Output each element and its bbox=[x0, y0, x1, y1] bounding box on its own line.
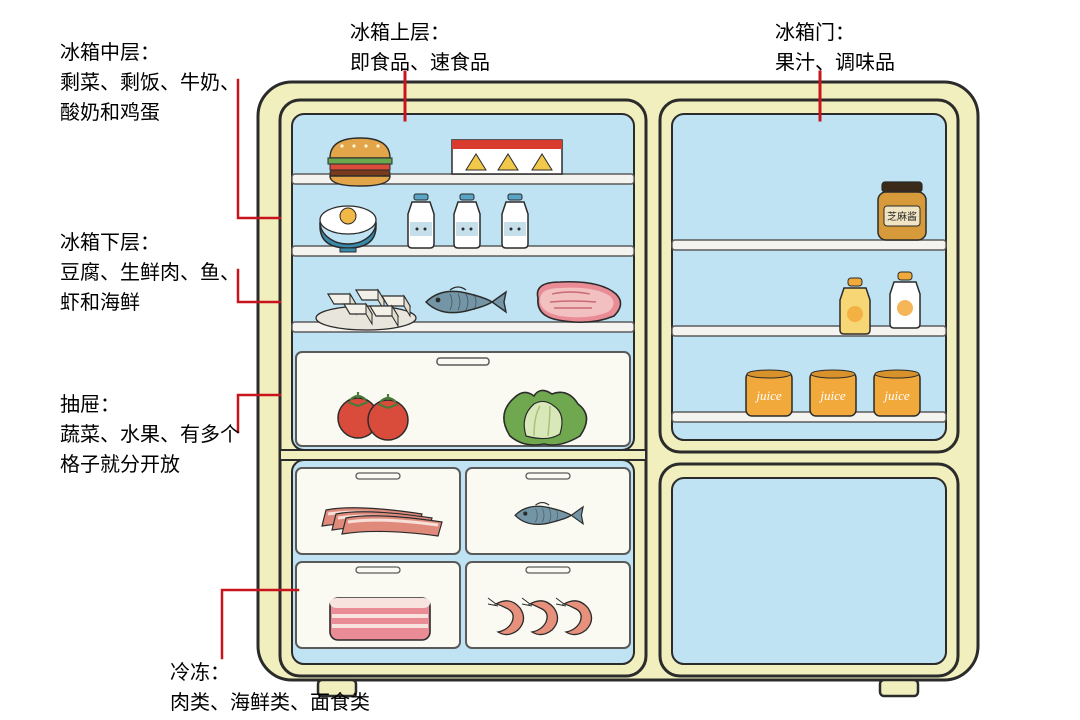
svg-text:芝麻酱: 芝麻酱 bbox=[887, 210, 917, 223]
label-title: 冰箱门： bbox=[775, 18, 895, 48]
label-title: 冰箱下层： bbox=[60, 228, 240, 258]
label-lower-shelf: 冰箱下层： 豆腐、生鲜肉、鱼、 虾和海鲜 bbox=[60, 228, 240, 318]
label-body: 即食品、速食品 bbox=[350, 52, 490, 74]
svg-text:juice: juice bbox=[818, 388, 845, 403]
label-body: 豆腐、生鲜肉、鱼、 虾和海鲜 bbox=[60, 262, 240, 314]
label-title: 冰箱上层： bbox=[350, 18, 490, 48]
svg-text:juice: juice bbox=[754, 388, 781, 403]
label-body: 肉类、海鲜类、面食类 bbox=[170, 692, 370, 714]
label-title: 冷冻： bbox=[170, 658, 370, 688]
diagram-stage: 冰箱上层： 即食品、速食品 冰箱门： 果汁、调味品 冰箱中层： 剩菜、剩饭、牛奶… bbox=[0, 0, 1080, 720]
label-body: 剩菜、剩饭、牛奶、 酸奶和鸡蛋 bbox=[60, 72, 240, 124]
label-door: 冰箱门： 果汁、调味品 bbox=[775, 18, 895, 78]
label-body: 果汁、调味品 bbox=[775, 52, 895, 74]
label-drawer: 抽屉： 蔬菜、水果、有多个 格子就分开放 bbox=[60, 390, 240, 480]
label-top-shelf: 冰箱上层： 即食品、速食品 bbox=[350, 18, 490, 78]
label-body: 蔬菜、水果、有多个 格子就分开放 bbox=[60, 424, 240, 476]
label-freezer: 冷冻： 肉类、海鲜类、面食类 bbox=[170, 658, 370, 718]
label-title: 冰箱中层： bbox=[60, 38, 240, 68]
label-title: 抽屉： bbox=[60, 390, 240, 420]
svg-text:juice: juice bbox=[882, 388, 909, 403]
label-middle-shelf: 冰箱中层： 剩菜、剩饭、牛奶、 酸奶和鸡蛋 bbox=[60, 38, 240, 128]
